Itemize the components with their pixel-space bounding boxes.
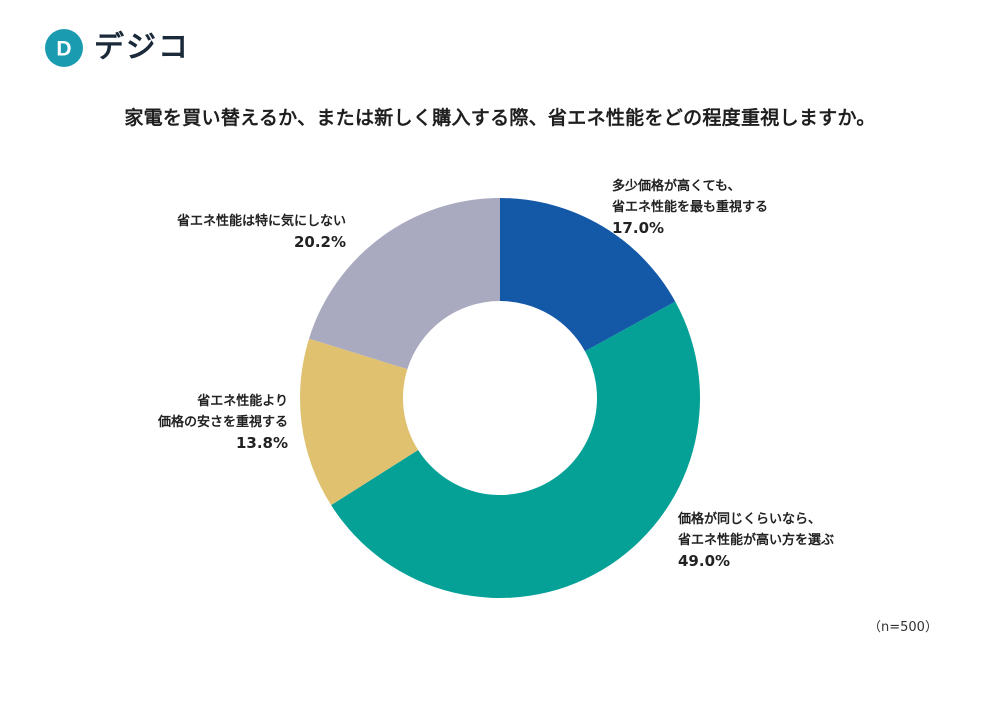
donut-slice-1 — [331, 301, 701, 599]
brand-mark-icon: D — [45, 29, 83, 67]
slice-label-2: 省エネ性能より 価格の安さを重視する 13.8% — [158, 391, 288, 454]
chart-title: 家電を買い替えるか、または新しく購入する際、省エネ性能をどの程度重視しますか。 — [124, 107, 876, 129]
slice-label-0-line-1: 多少価格が高くても、 — [612, 179, 741, 194]
donut-slice-0 — [500, 198, 676, 352]
slice-label-0: 多少価格が高くても、 省エネ性能を最も重視する 17.0% — [612, 176, 768, 239]
slice-value-0: 17.0% — [612, 219, 665, 237]
sample-size-note: （n=500） — [868, 620, 938, 635]
slice-label-3: 省エネ性能は特に気にしない 20.2% — [177, 211, 346, 253]
donut-slice-3 — [309, 198, 500, 370]
slice-label-2-line-1: 省エネ性能より — [197, 394, 288, 409]
slice-label-1: 価格が同じくらいなら、 省エネ性能が高い方を選ぶ 49.0% — [678, 509, 834, 572]
brand-name: デジコ — [94, 30, 190, 65]
slice-value-3: 20.2% — [293, 233, 346, 251]
donut-slice-2 — [300, 338, 419, 506]
slice-value-1: 49.0% — [678, 552, 731, 570]
brand-mark-letter: D — [56, 38, 71, 61]
slice-label-2-line-2: 価格の安さを重視する — [157, 415, 288, 430]
brand-logo: D デジコ — [44, 28, 190, 68]
slice-label-3-line-1: 省エネ性能は特に気にしない — [176, 214, 346, 229]
slice-label-1-line-1: 価格が同じくらいなら、 — [678, 512, 822, 527]
slice-value-2: 13.8% — [235, 434, 288, 452]
slice-label-1-line-2: 省エネ性能が高い方を選ぶ — [678, 533, 835, 548]
slice-label-0-line-2: 省エネ性能を最も重視する — [612, 200, 769, 215]
